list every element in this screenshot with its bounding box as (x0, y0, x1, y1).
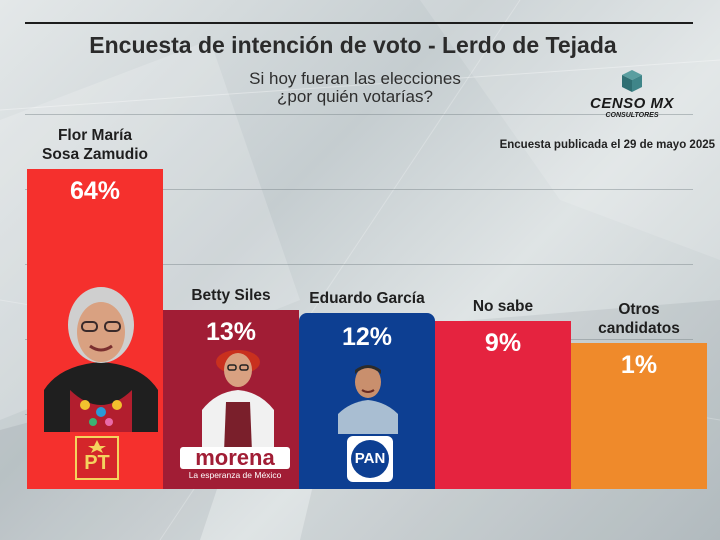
logo-name: CENSO MX (589, 95, 674, 112)
subtitle-line-2: ¿por quién votarías? (277, 87, 433, 106)
chart-subtitle: Si hoy fueran las elecciones ¿por quién … (190, 70, 520, 106)
chart-title: Encuesta de intención de voto - Lerdo de… (89, 32, 617, 58)
bar-category-label: Eduardo García (289, 289, 445, 308)
candidate-photo-flor (44, 287, 158, 432)
bar-category-label-line: Sosa Zamudio (42, 146, 148, 163)
logo-tagline: CONSULTORES (605, 112, 659, 119)
bar-value-label: 64% (69, 177, 121, 205)
bar-value-label: 12% (341, 322, 393, 351)
bar-value-label: 1% (620, 351, 658, 379)
top-rule (25, 22, 693, 24)
bar-category-label-line: Eduardo García (309, 289, 425, 307)
bar-category-label: Otros candidatos (561, 300, 717, 338)
bar-category-label: Betty Siles (153, 286, 309, 305)
bar-value-label: 9% (484, 328, 522, 357)
subtitle-line-1: Si hoy fueran las elecciones (249, 69, 461, 88)
bar-category-label-line: candidatos (598, 320, 680, 337)
cube-logo-icon (622, 70, 642, 92)
bar-category-label-line: Flor María (57, 127, 133, 144)
pan-party-logo: PAN (347, 436, 393, 482)
candidate-photo-eduardo (338, 365, 398, 434)
morena-tagline: La esperanza de México (188, 470, 282, 480)
gridline (25, 264, 693, 265)
candidate-photo-betty (202, 350, 274, 452)
gridline (25, 114, 693, 115)
bar-category-label-line: No sabe (472, 297, 534, 315)
bar-category-label: Flor María Sosa Zamudio (17, 126, 173, 164)
gridline (25, 189, 693, 190)
bar-category-label: No sabe (425, 297, 581, 316)
pt-party-logo: PT (75, 436, 119, 480)
bar-5: 1% (571, 343, 707, 489)
censo-mx-logo: CENSO MX CONSULTORES (582, 68, 682, 124)
bar-4: 9% (435, 320, 571, 489)
pan-party-text: PAN (354, 450, 386, 467)
bar-value-label: 13% (205, 317, 257, 346)
star-icon (88, 440, 106, 453)
pt-party-text: PT (84, 452, 110, 474)
bar-category-label-line: Betty Siles (191, 286, 271, 304)
publication-date: Encuesta publicada el 29 de mayo 2025 (499, 139, 715, 151)
morena-party-logo: morena (180, 447, 290, 469)
bar-category-label-line: Otros (618, 301, 660, 318)
